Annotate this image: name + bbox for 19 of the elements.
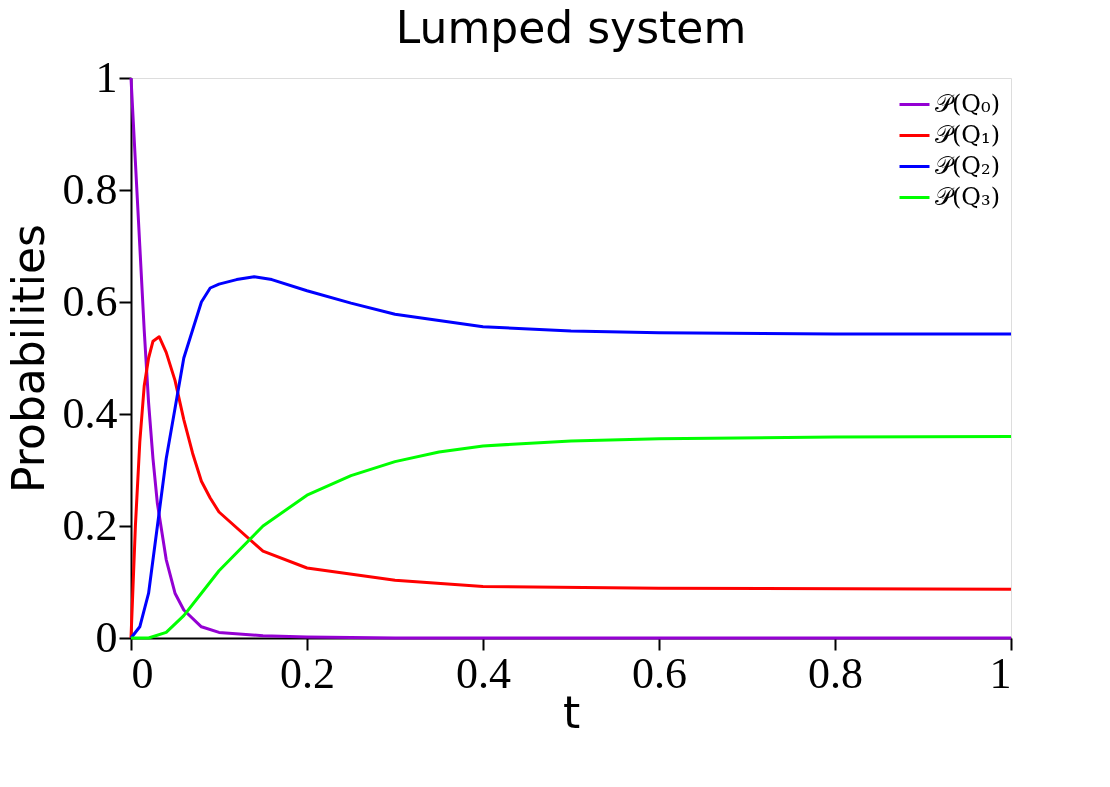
legend-label: 𝒫(Q₂) [935, 151, 1001, 180]
x-axis-title: t [562, 686, 581, 738]
legend-label: 𝒫(Q₀) [935, 89, 1001, 118]
y-axis-title: Probabilities [2, 224, 54, 493]
legend-label: 𝒫(Q₁) [935, 120, 1001, 149]
y-tick-label: 0.6 [62, 276, 118, 326]
x-tick-label: 0.2 [280, 648, 335, 698]
legend-label: 𝒫(Q₃) [935, 182, 1001, 211]
y-tick-label: 0.4 [62, 388, 118, 438]
x-tick-label: 0.6 [632, 648, 687, 698]
x-tick-label: 0.4 [456, 648, 511, 698]
chart-title: Lumped system [395, 2, 747, 53]
y-tick-label: 0 [95, 612, 118, 662]
y-tick-label: 0.2 [62, 500, 118, 550]
y-tick-label: 0.8 [62, 164, 118, 214]
x-tick-label: 0 [131, 648, 154, 698]
x-tick-label: 1 [989, 648, 1012, 698]
y-tick-label: 1 [95, 52, 118, 102]
x-tick-label: 0.8 [808, 648, 863, 698]
